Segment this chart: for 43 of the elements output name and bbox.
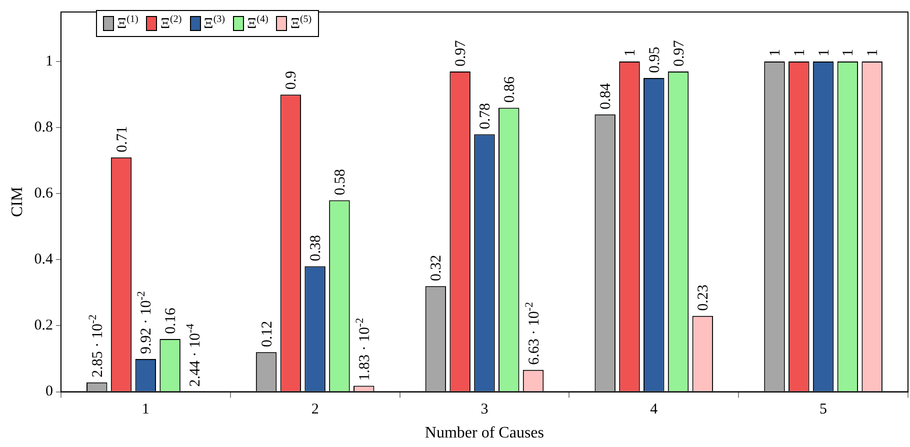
data-label: 1 [816, 49, 832, 57]
data-label: 0.84 [598, 82, 614, 110]
legend-label: Ξ$^{(4)}$ [246, 14, 268, 33]
x-tick-label: 2 [311, 402, 319, 418]
x-tick-label: 1 [142, 402, 150, 418]
legend-label: Ξ$^{(2)}$ [160, 14, 182, 33]
y-tick-label: 1 [45, 53, 53, 70]
x-tick-label: 5 [820, 402, 828, 418]
data-label: 0.58 [332, 169, 348, 196]
data-label: 9.92 · 10-2 [136, 291, 155, 354]
data-label: 1.83 · 10-2 [354, 318, 373, 381]
data-label: 0.97 [671, 40, 688, 66]
x-axis-title: Number of Causes [424, 424, 544, 442]
data-label: 0.16 [163, 307, 180, 334]
legend-label: Ξ$^{(1)}$ [117, 14, 138, 33]
data-label: 0.97 [453, 40, 470, 66]
legend-label: Ξ$^{(3)}$ [204, 14, 225, 33]
data-label: 0.71 [114, 126, 130, 152]
data-label: 1 [865, 49, 882, 57]
data-label: 0.12 [259, 320, 276, 348]
y-tick-label: 0.8 [34, 120, 53, 136]
data-label: 0.95 [646, 46, 663, 74]
data-label: 0.32 [428, 254, 445, 282]
y-tick-label: 0 [45, 384, 53, 400]
data-label: 0.38 [308, 235, 324, 262]
legend-label: Ξ$^{(5)}$ [290, 14, 312, 33]
data-label: 0.9 [284, 70, 300, 90]
data-label: 0.86 [502, 76, 518, 103]
data-label: 0.23 [696, 284, 712, 311]
data-label: 6.63 · 10-2 [523, 302, 542, 365]
data-label: 1 [622, 49, 638, 57]
data-label: 2.44 · 10-4 [184, 323, 204, 387]
data-label: 1 [768, 49, 784, 57]
y-tick-label: 0.4 [34, 252, 54, 268]
data-label: 1 [840, 49, 857, 57]
y-tick-label: 0.2 [34, 318, 53, 334]
x-tick-label: 4 [650, 402, 658, 418]
x-tick-label: 3 [480, 402, 488, 418]
data-label: 1 [792, 49, 808, 57]
y-tick-label: 0.6 [34, 186, 54, 202]
data-label: 2.85 · 10-2 [86, 314, 106, 378]
data-label: 0.78 [477, 102, 494, 130]
y-axis-title: CIM [8, 186, 26, 218]
